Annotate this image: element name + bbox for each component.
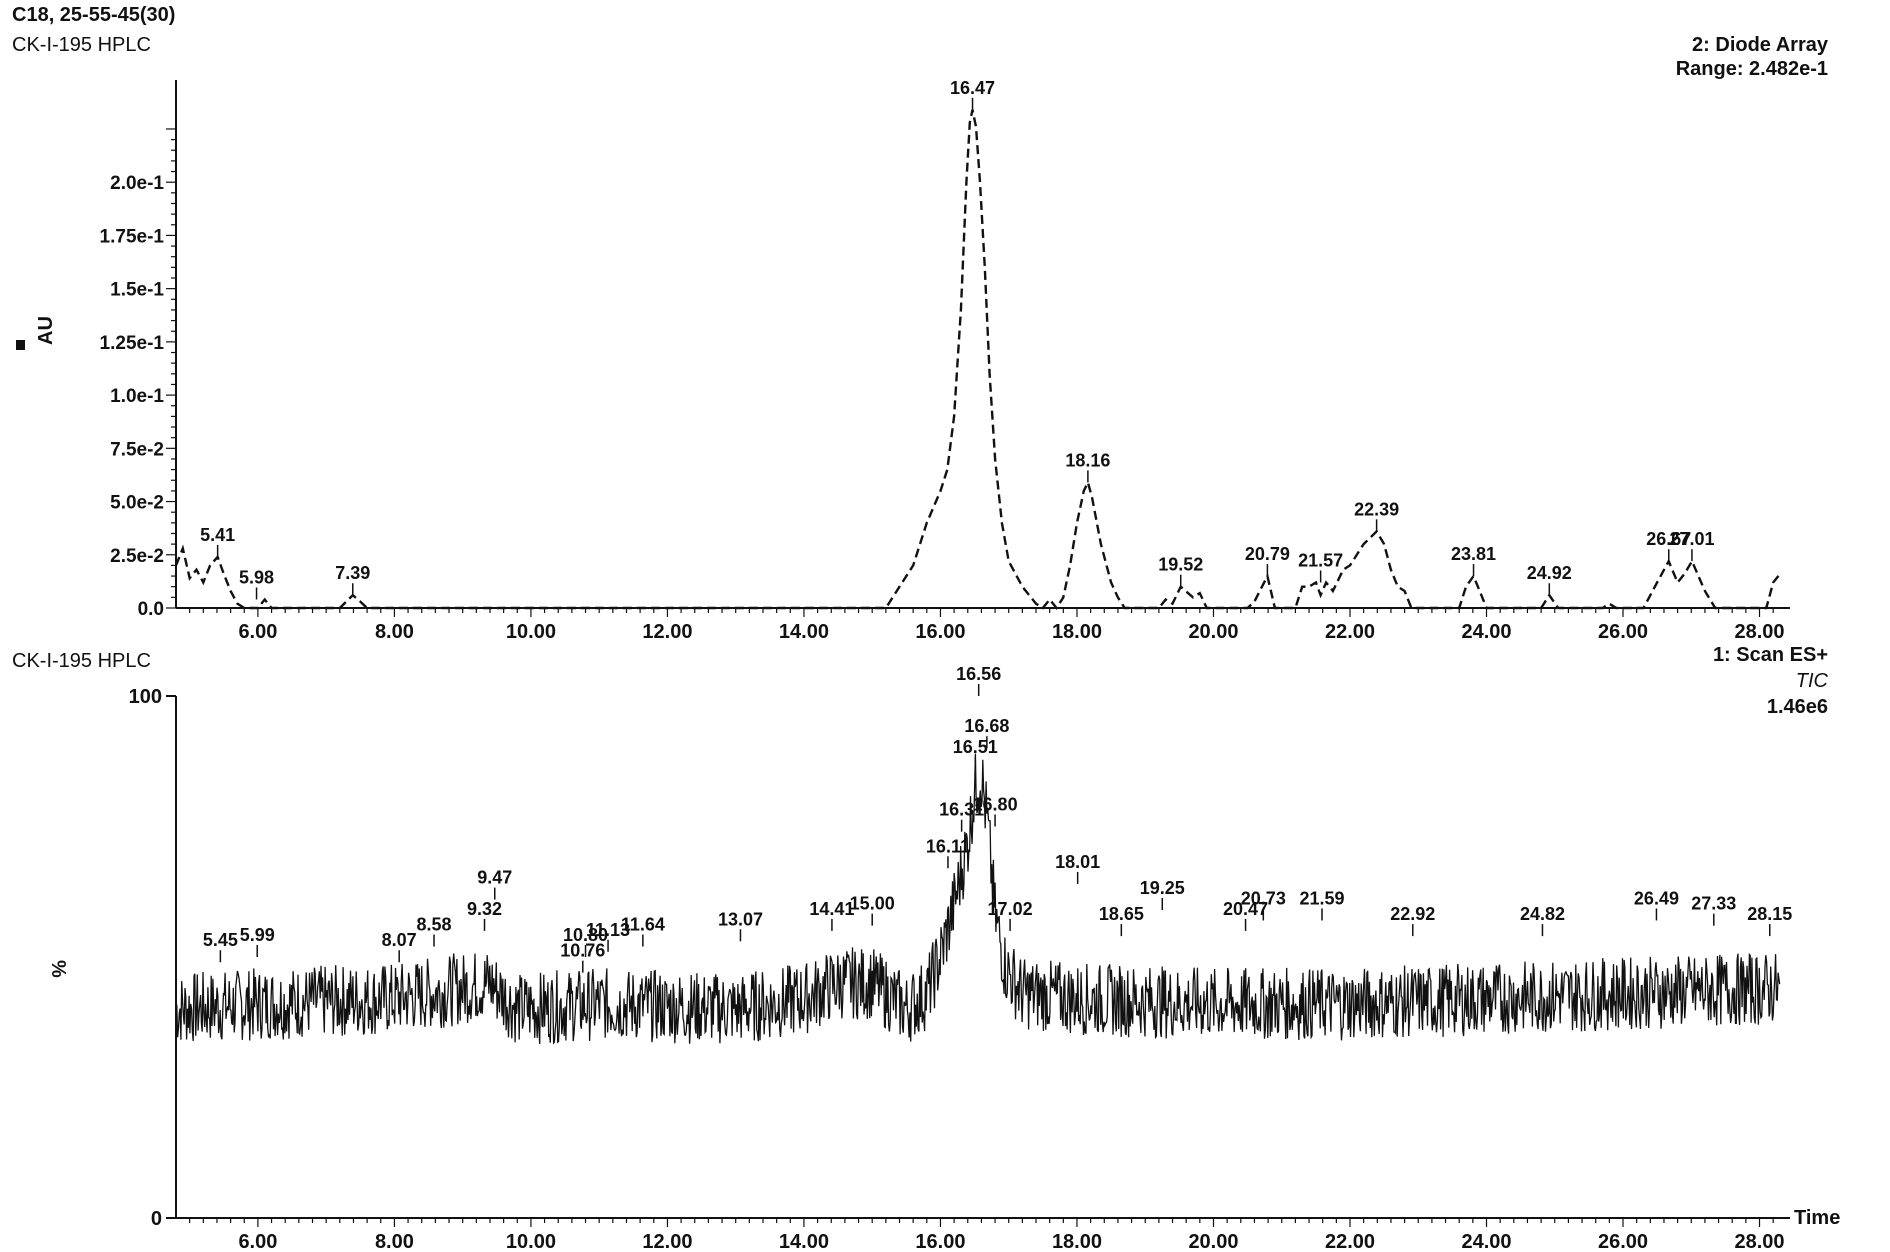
x-tick-label-top: 16.00 — [915, 621, 965, 643]
peak-label-bottom: 19.25 — [1140, 878, 1185, 898]
peak-label-bottom: 22.92 — [1390, 904, 1435, 924]
peak-label-top: 19.52 — [1158, 555, 1203, 575]
peak-label-bottom: 11.13 — [586, 920, 630, 940]
x-tick-label-bottom: 20.00 — [1188, 1231, 1238, 1252]
sample-title-bottom: CK-I-195 HPLC — [12, 650, 151, 672]
x-tick-label-bottom: 10.00 — [506, 1231, 556, 1252]
x-tick-label-top: 6.00 — [238, 621, 277, 643]
y-tick-label-bottom: 100 — [129, 686, 162, 708]
peak-label-top: 21.57 — [1298, 550, 1343, 570]
x-axis-label-bottom: Time — [1794, 1207, 1840, 1229]
x-tick-label-top: 14.00 — [779, 621, 829, 643]
peak-label-bottom: 11.64 — [621, 915, 665, 935]
x-tick-label-top: 24.00 — [1461, 621, 1511, 643]
x-tick-label-top: 8.00 — [375, 621, 414, 643]
y-tick-label-top: 2.5e-2 — [110, 546, 164, 567]
detector-label-bottom: 1: Scan ES+ — [1712, 644, 1828, 666]
peak-label-top: 5.41 — [200, 525, 235, 545]
range-label-bottom: 1.46e6 — [1766, 696, 1828, 718]
y-tick-label-top: 1.75e-1 — [100, 226, 165, 247]
x-tick-label-bottom: 12.00 — [642, 1231, 692, 1252]
x-tick-label-bottom: 22.00 — [1325, 1231, 1375, 1252]
detector-label-top: 2: Diode Array — [1692, 34, 1828, 56]
peak-label-top: 20.79 — [1245, 544, 1290, 564]
y-tick-label-top: 7.5e-2 — [110, 439, 164, 460]
method-title: C18, 25-55-45(30) — [12, 4, 176, 26]
x-tick-label-bottom: 16.00 — [915, 1231, 965, 1252]
x-tick-label-bottom: 14.00 — [779, 1231, 829, 1252]
peak-label-top: 26.67 — [1646, 529, 1691, 549]
peak-label-bottom: 28.15 — [1747, 904, 1792, 924]
peak-label-bottom: 26.49 — [1634, 888, 1679, 908]
peak-label-bottom: 15.00 — [850, 894, 895, 914]
peak-label-bottom: 13.07 — [718, 909, 763, 929]
peak-label-bottom: 10.80 — [563, 925, 608, 945]
peak-label-bottom: 10.76 — [560, 941, 605, 961]
x-tick-label-bottom: 24.00 — [1461, 1231, 1511, 1252]
y-tick-label-bottom: 0 — [151, 1208, 162, 1230]
peak-label-top: 7.39 — [335, 563, 370, 583]
x-tick-label-top: 10.00 — [506, 621, 556, 643]
x-tick-label-top: 22.00 — [1325, 621, 1375, 643]
x-tick-label-top: 26.00 — [1598, 621, 1648, 643]
peak-label-top: 22.39 — [1354, 499, 1399, 519]
peak-label-bottom: 24.82 — [1520, 904, 1565, 924]
peak-label-top: 27.01 — [1669, 529, 1714, 549]
peak-label-bottom: 18.01 — [1055, 852, 1100, 872]
peak-label-bottom: 9.47 — [477, 868, 512, 888]
x-tick-label-top: 28.00 — [1734, 621, 1784, 643]
peak-label-bottom: 27.33 — [1691, 894, 1736, 914]
sample-title-top: CK-I-195 HPLC — [12, 34, 151, 56]
peak-label-bottom: 20.47 — [1223, 899, 1268, 919]
y-tick-label-top: 5.0e-2 — [110, 493, 164, 514]
y-tick-label-top: 0.0 — [138, 599, 164, 620]
peak-label-top: 5.98 — [239, 567, 274, 587]
y-tick-label-top: 2.0e-1 — [110, 173, 164, 194]
range-label-top: Range: 2.482e-1 — [1675, 58, 1828, 80]
peak-label-bottom: 16.80 — [973, 795, 1018, 815]
peak-label-bottom: 16.56 — [956, 664, 1001, 684]
tic-trace — [175, 753, 1781, 1045]
peak-label-bottom: 14.41 — [809, 899, 854, 919]
peak-label-bottom: 8.07 — [382, 930, 417, 950]
x-tick-label-bottom: 28.00 — [1734, 1231, 1784, 1252]
y-axis-marker-icon — [16, 340, 25, 350]
peak-label-bottom: 5.99 — [240, 925, 275, 945]
trace-label-bottom: TIC — [1795, 670, 1828, 692]
x-tick-label-top: 20.00 — [1188, 621, 1238, 643]
peak-label-bottom: 17.02 — [988, 899, 1033, 919]
y-tick-label-top: 1.5e-1 — [110, 280, 164, 301]
x-tick-label-bottom: 26.00 — [1598, 1231, 1648, 1252]
peak-label-bottom: 16.51 — [953, 737, 998, 757]
y-axis-label-bottom: % — [47, 960, 69, 978]
peak-label-top: 23.81 — [1451, 544, 1496, 564]
x-tick-label-top: 18.00 — [1052, 621, 1102, 643]
peak-label-bottom: 21.59 — [1299, 888, 1344, 908]
peak-label-top: 24.92 — [1527, 563, 1572, 583]
peak-label-bottom: 8.58 — [416, 915, 451, 935]
peak-label-bottom: 16.31 — [939, 800, 984, 820]
x-tick-label-bottom: 6.00 — [238, 1231, 277, 1252]
x-tick-label-bottom: 8.00 — [375, 1231, 414, 1252]
peak-label-bottom: 16.68 — [964, 716, 1009, 736]
peak-label-top: 16.47 — [950, 78, 995, 98]
peak-label-bottom: 20.73 — [1241, 888, 1286, 908]
peak-label-bottom: 16.11 — [926, 836, 970, 856]
y-tick-label-top: 1.0e-1 — [110, 386, 164, 407]
x-tick-label-top: 12.00 — [642, 621, 692, 643]
peak-label-bottom: 5.45 — [203, 930, 238, 950]
x-tick-label-bottom: 18.00 — [1052, 1231, 1102, 1252]
y-axis-label-top: AU — [35, 316, 57, 345]
diode-array-trace — [174, 109, 1781, 611]
peak-label-bottom: 18.65 — [1099, 904, 1144, 924]
peak-label-top: 18.16 — [1065, 450, 1110, 470]
peak-label-bottom: 9.32 — [467, 899, 502, 919]
y-tick-label-top: 1.25e-1 — [100, 333, 165, 354]
